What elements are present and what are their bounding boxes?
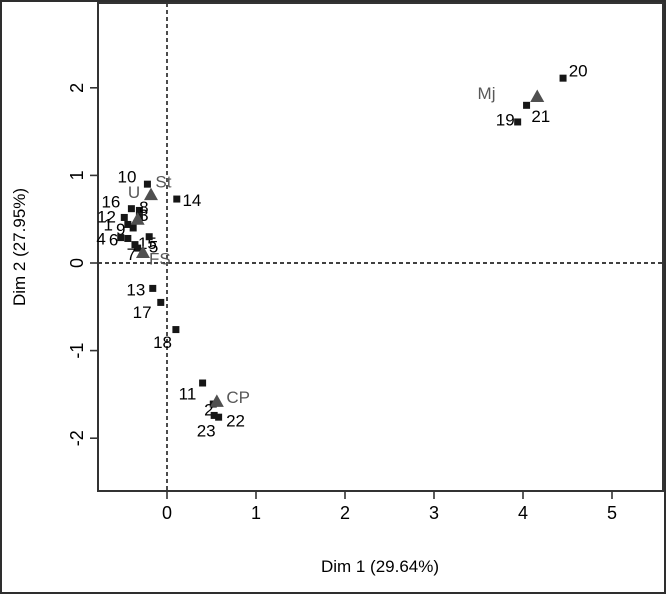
data-point-square <box>215 413 223 421</box>
x-tick-label: 5 <box>607 503 617 523</box>
data-point-square <box>172 326 180 334</box>
data-point-label: 4 <box>96 229 105 248</box>
data-point-triangle <box>209 394 224 407</box>
x-tick-label: 2 <box>340 503 350 523</box>
data-point-label: 8 <box>139 198 148 217</box>
data-point-label: 19 <box>496 110 515 129</box>
data-point-label: 12 <box>97 208 116 227</box>
data-point-square <box>134 244 142 252</box>
plot-box <box>97 2 664 492</box>
data-point-label: 14 <box>182 191 201 210</box>
data-point-label: 7 <box>127 245 136 264</box>
data-point-label: 6 <box>109 230 118 249</box>
data-point-label: 21 <box>531 107 550 126</box>
data-point-square <box>145 233 153 241</box>
y-axis-title: Dim 2 (27.95%) <box>10 188 29 306</box>
x-tick-label: 3 <box>429 503 439 523</box>
data-point-label: 18 <box>153 333 172 352</box>
x-tick-label: 0 <box>162 503 172 523</box>
data-point-square <box>514 118 522 126</box>
y-tick-label: -2 <box>67 430 87 446</box>
data-point-label: U <box>128 183 140 202</box>
data-point-label: 10 <box>117 167 136 186</box>
data-point-square <box>129 224 137 232</box>
data-point-triangle <box>143 187 158 201</box>
data-point-label: 11 <box>179 385 197 404</box>
data-point-square <box>523 101 531 109</box>
data-point-square <box>127 205 135 213</box>
data-point-triangle <box>130 212 145 225</box>
data-point-label: 3 <box>139 206 148 225</box>
data-point-label: 23 <box>197 421 216 440</box>
data-point-label: 13 <box>126 280 145 299</box>
data-point-label: Mj <box>478 84 496 103</box>
y-tick-label: -1 <box>67 343 87 359</box>
data-point-square <box>124 234 132 242</box>
data-point-label: 9 <box>116 220 125 239</box>
data-point-triangle <box>135 245 150 258</box>
y-tick-label: 2 <box>67 83 87 93</box>
data-point-square <box>149 284 157 292</box>
data-point-square <box>124 220 132 228</box>
data-point-square <box>135 206 143 214</box>
data-point-label: 22 <box>226 412 245 431</box>
y-tick-label: 0 <box>67 258 87 268</box>
data-point-square <box>131 241 139 249</box>
data-point-label: CP <box>226 388 250 407</box>
data-point-square <box>143 180 151 188</box>
data-point-square <box>120 213 128 221</box>
data-point-square <box>559 74 567 82</box>
data-point-square <box>173 195 181 203</box>
x-tick-label: 4 <box>518 503 528 523</box>
data-point-triangle <box>530 89 545 103</box>
data-point-label: 2 <box>204 400 213 419</box>
x-axis-title: Dim 1 (29.64%) <box>321 557 439 576</box>
data-point-square <box>117 234 125 242</box>
data-point-label: 5 <box>149 237 158 256</box>
data-point-label: 1 <box>104 215 113 234</box>
data-point-label: 17 <box>133 303 152 322</box>
data-point-label: 20 <box>569 61 588 80</box>
y-tick-label: 1 <box>67 170 87 180</box>
x-tick-label: 1 <box>251 503 261 523</box>
data-point-label: 16 <box>101 193 120 212</box>
data-point-label: FS <box>149 250 171 269</box>
data-point-square <box>210 411 218 419</box>
data-point-square <box>199 379 207 387</box>
data-point-square <box>157 298 165 306</box>
data-point-label: St <box>155 173 171 192</box>
